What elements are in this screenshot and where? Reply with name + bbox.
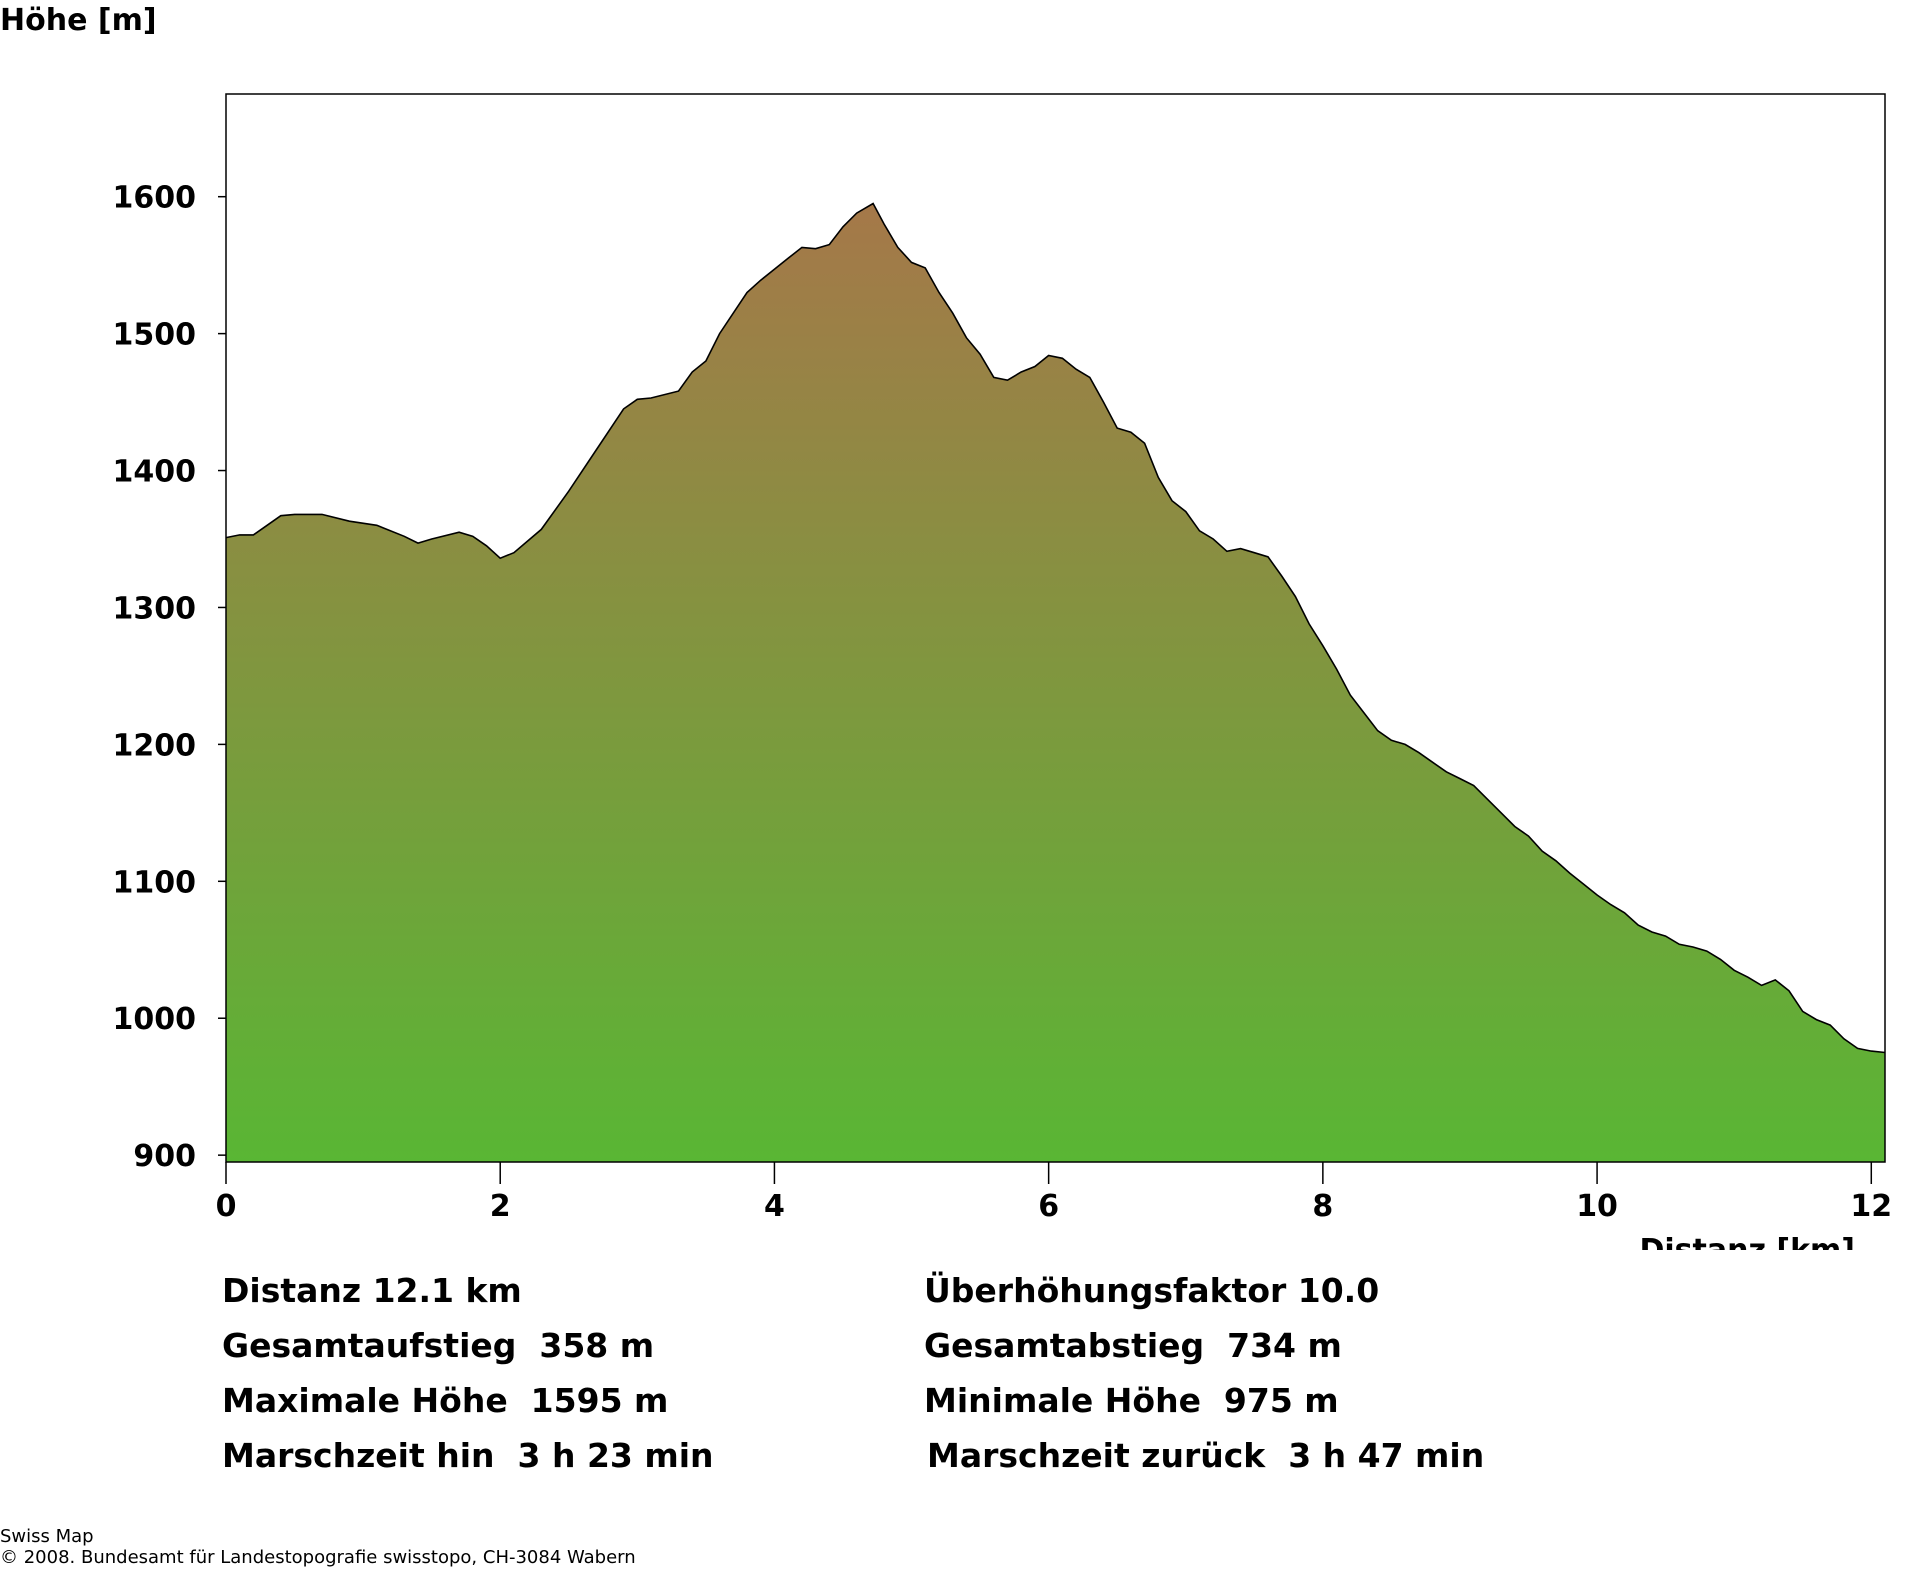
stat-gesamtabstieg: Gesamtabstieg 734 m: [924, 1326, 1342, 1365]
y-axis-ticks: 900 1000 1100 1200 1300 1400 1500 1600: [113, 181, 226, 1174]
stat-marschzeit-zurueck: Marschzeit zurück 3 h 47 min: [927, 1436, 1485, 1475]
x-tick-label-2: 2: [490, 1189, 511, 1224]
x-tick-label-10: 10: [1576, 1189, 1618, 1224]
y-tick-label-1300: 1300: [113, 591, 197, 626]
y-tick-label-1100: 1100: [113, 865, 197, 900]
y-tick-label-1000: 1000: [113, 1002, 197, 1037]
y-tick-label-1500: 1500: [113, 318, 197, 353]
y-tick-label-1200: 1200: [113, 728, 197, 763]
x-tick-label-0: 0: [216, 1189, 237, 1224]
y-tick-label-1600: 1600: [113, 181, 197, 216]
y-axis-title: Höhe [m]: [0, 3, 157, 38]
elevation-line: [225, 202, 1886, 1054]
stat-marschzeit-hin: Marschzeit hin 3 h 23 min: [222, 1436, 714, 1475]
elevation-area: [226, 203, 1885, 1162]
elevation-profile-chart: Höhe [m] 900 1000 1100 1200 1300 1400 1500 1600…: [0, 3, 1892, 1250]
stat-ueberhoehungsfaktor: Überhöhungsfaktor 10.0: [924, 1271, 1380, 1310]
x-tick-label-4: 4: [764, 1189, 785, 1224]
plot-frame: [225, 93, 1886, 1163]
x-tick-label-6: 6: [1038, 1189, 1059, 1224]
credit-copyright: © 2008. Bundesamt für Landestopografie s…: [0, 1547, 636, 1568]
stat-distanz: Distanz 12.1 km: [222, 1271, 522, 1310]
x-tick-label-8: 8: [1312, 1189, 1333, 1224]
stat-minimale-hoehe: Minimale Höhe 975 m: [924, 1381, 1339, 1420]
stat-maximale-hoehe: Maximale Höhe 1595 m: [222, 1381, 669, 1420]
y-tick-label-900: 900: [133, 1139, 196, 1174]
x-tick-label-12: 12: [1850, 1189, 1892, 1224]
stat-gesamtaufstieg: Gesamtaufstieg 358 m: [222, 1326, 655, 1365]
x-axis-ticks: 0 2 4 6 8 10 12: [216, 1162, 1892, 1224]
x-axis-title: Distanz [km]: [1639, 1233, 1855, 1250]
y-tick-label-1400: 1400: [113, 455, 197, 490]
credit-source: Swiss Map: [0, 1526, 94, 1547]
